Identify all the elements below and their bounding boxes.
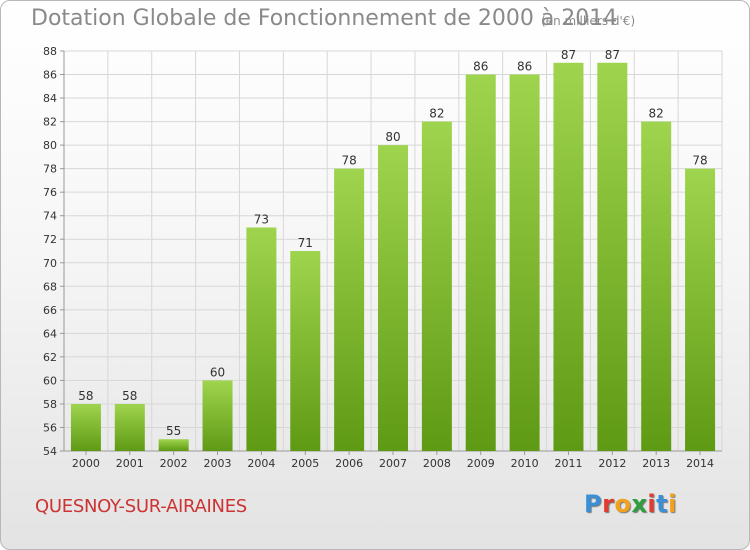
x-tick-label: 2010 xyxy=(511,457,539,470)
y-tick-label: 64 xyxy=(43,327,57,340)
x-tick-label: 2007 xyxy=(379,457,407,470)
data-label: 58 xyxy=(122,389,137,403)
y-tick-label: 76 xyxy=(43,186,57,199)
x-tick-label: 2003 xyxy=(204,457,232,470)
y-tick-label: 66 xyxy=(43,304,57,317)
proxiti-logo: Proxiti xyxy=(584,490,677,518)
bar xyxy=(114,403,145,451)
bar xyxy=(70,403,101,451)
y-tick-label: 74 xyxy=(43,210,57,223)
logo-letter: r xyxy=(602,490,615,518)
data-label: 80 xyxy=(385,130,400,144)
chart-subtitle: (en milliers d'€) xyxy=(541,14,636,28)
bar xyxy=(641,121,672,452)
data-label: 82 xyxy=(429,107,444,121)
logo-letter: i xyxy=(647,490,657,518)
logo-letter: t xyxy=(656,490,669,518)
x-tick-label: 2012 xyxy=(598,457,626,470)
bar xyxy=(465,74,496,451)
y-tick-label: 88 xyxy=(43,45,57,58)
x-tick-label: 2006 xyxy=(335,457,363,470)
bar xyxy=(290,251,321,451)
bar xyxy=(202,380,233,451)
y-tick-label: 60 xyxy=(43,374,57,387)
y-tick-label: 80 xyxy=(43,139,57,152)
bar xyxy=(685,168,716,451)
bar xyxy=(421,121,452,452)
bar xyxy=(378,145,408,451)
x-tick-label: 2008 xyxy=(423,457,451,470)
data-label: 86 xyxy=(517,60,532,74)
data-label: 82 xyxy=(649,107,664,121)
data-label: 87 xyxy=(561,48,576,62)
labels: 54 56 58 60 62 64 66 68 70 72 74 76 78 80 82 84 86 88 58 20… xyxy=(43,45,714,470)
y-tick-label: 58 xyxy=(43,398,57,411)
bar xyxy=(597,62,628,451)
y-tick-label: 86 xyxy=(43,69,57,82)
bar xyxy=(158,439,189,451)
chart-title: Dotation Globale de Fonctionnement de 20… xyxy=(31,6,618,31)
data-label: 60 xyxy=(210,365,225,379)
x-tick-label: 2005 xyxy=(291,457,319,470)
bar xyxy=(334,168,365,451)
data-label: 55 xyxy=(166,424,181,438)
logo-letter: i xyxy=(668,490,677,518)
logo-letter: o xyxy=(614,490,632,518)
x-tick-label: 2000 xyxy=(72,457,100,470)
x-tick-label: 2011 xyxy=(554,457,582,470)
commune-name: QUESNOY-SUR-AIRAINES xyxy=(35,496,247,517)
data-label: 71 xyxy=(298,236,313,250)
x-tick-label: 2004 xyxy=(247,457,275,470)
y-tick-label: 56 xyxy=(43,421,57,434)
bar xyxy=(246,227,277,451)
data-label: 78 xyxy=(341,154,356,168)
data-label: 78 xyxy=(692,154,707,168)
y-tick-label: 62 xyxy=(43,351,57,364)
x-tick-label: 2013 xyxy=(642,457,670,470)
y-tick-label: 84 xyxy=(43,92,57,105)
x-tick-label: 2001 xyxy=(116,457,144,470)
bar xyxy=(509,74,540,451)
data-label: 73 xyxy=(254,212,269,226)
y-tick-label: 72 xyxy=(43,233,57,246)
bars xyxy=(70,62,716,452)
bar xyxy=(553,62,584,451)
y-tick-label: 70 xyxy=(43,257,57,270)
y-tick-label: 68 xyxy=(43,280,57,293)
x-tick-label: 2002 xyxy=(160,457,188,470)
logo-letter: P xyxy=(584,490,603,518)
y-tick-label: 82 xyxy=(43,116,57,129)
x-tick-label: 2009 xyxy=(467,457,495,470)
x-tick-label: 2014 xyxy=(686,457,714,470)
y-tick-label: 54 xyxy=(43,445,57,458)
data-label: 58 xyxy=(78,389,93,403)
data-label: 86 xyxy=(473,60,488,74)
logo-letter: x xyxy=(631,490,648,518)
y-tick-label: 78 xyxy=(43,163,57,176)
data-label: 87 xyxy=(605,48,620,62)
